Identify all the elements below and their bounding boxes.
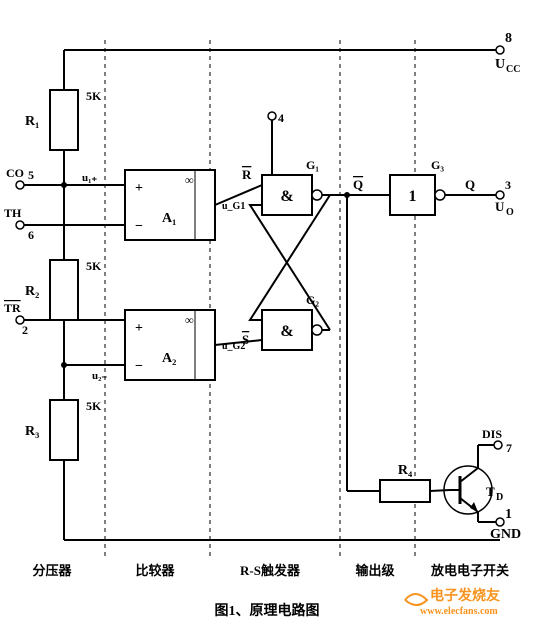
label-G₁: G₁ (306, 158, 319, 172)
svg-text:−: − (135, 219, 143, 234)
section-label: 分压器 (32, 563, 72, 578)
value-R₂: 5K (86, 259, 102, 273)
section-label: 比较器 (135, 563, 175, 578)
svg-text:u_G1: u_G1 (222, 201, 245, 212)
sym-G₂: & (280, 323, 293, 340)
label-R₃: R₃ (25, 424, 39, 439)
label-G3: G₃ (431, 158, 444, 172)
pin-7: 7 (506, 441, 512, 455)
watermark-url: www.elecfans.com (420, 606, 498, 617)
label-sbar: S (242, 332, 249, 347)
pin-2: 2 (22, 323, 28, 337)
svg-text:∞: ∞ (185, 313, 194, 327)
label-q: Q (465, 177, 475, 192)
pin-3: 3 (505, 178, 511, 192)
watermark-text: 电子发烧友 (430, 587, 500, 604)
value-R₃: 5K (86, 399, 102, 413)
label-R₁: R₁ (25, 114, 39, 129)
label-dis: DIS (482, 427, 502, 441)
sym-G₁: & (280, 188, 293, 205)
svg-text:U: U (495, 199, 505, 214)
pin-5: 5 (28, 168, 34, 182)
label-R₂: R₂ (25, 284, 39, 299)
section-label: 放电电子开关 (430, 563, 509, 578)
label-A₂: A₂ (162, 351, 176, 366)
pin-6: 6 (28, 228, 34, 242)
svg-text:+: + (135, 321, 143, 336)
label-ucc: U (495, 57, 505, 72)
figure-title: 图1、原理电路图 (215, 602, 320, 619)
pin-4: 4 (278, 111, 284, 125)
label-gnd: GND (490, 527, 521, 542)
svg-text:u₁₊: u₁₊ (82, 172, 97, 184)
pin-8: 8 (505, 31, 512, 46)
label-qbar: Q (353, 177, 363, 192)
section-label: R-S触发器 (240, 563, 301, 578)
label-co: CO (6, 166, 24, 180)
label-td: T (486, 484, 495, 499)
label-rbar: R (242, 167, 252, 182)
label-tr: TR (4, 301, 21, 315)
svg-text:CC: CC (506, 64, 520, 75)
label-R₄: R₄ (398, 463, 413, 478)
value-R₁: 5K (86, 89, 102, 103)
svg-text:∞: ∞ (185, 173, 194, 187)
watermark-icon (405, 594, 427, 605)
section-label: 输出级 (355, 563, 395, 578)
label-th: TH (4, 206, 22, 220)
circuit-diagram: 分压器比较器R-S触发器输出级放电电子开关图1、原理电路图8UCC1GNDR₁5… (0, 0, 535, 630)
svg-text:−: − (135, 359, 143, 374)
pin-1: 1 (505, 507, 512, 522)
label-A₁: A₁ (162, 211, 176, 226)
svg-text:D: D (496, 492, 503, 503)
svg-text:u₂₋: u₂₋ (92, 370, 107, 382)
svg-text:1: 1 (409, 188, 417, 205)
svg-text:O: O (506, 207, 514, 218)
svg-text:+: + (135, 181, 143, 196)
